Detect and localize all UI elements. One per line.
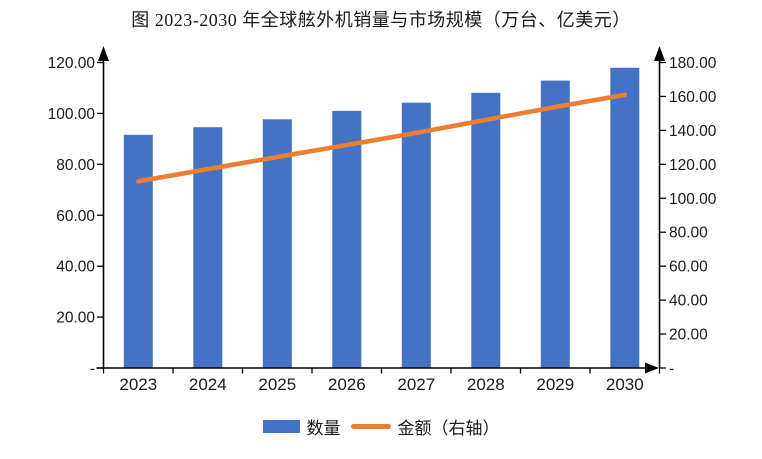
left-axis-tick-label: 100.00: [48, 106, 96, 123]
x-axis-label-2030: 2030: [606, 375, 644, 394]
right-axis-tick-label: -: [669, 361, 674, 378]
x-axis-arrow-icon: [645, 362, 659, 374]
amount-line: [136, 92, 628, 184]
left-axis-tick-label: 120.00: [48, 55, 96, 72]
bar-2026: [332, 110, 362, 369]
bar-2029: [540, 80, 570, 368]
x-axis-label-2026: 2026: [328, 375, 366, 394]
right-axis-tick-label: 120.00: [669, 157, 717, 174]
legend-bar-swatch: [262, 420, 300, 433]
right-axis-arrow-icon: [654, 46, 665, 61]
legend-label-quantity: 数量: [306, 419, 341, 438]
x-axis-label-2029: 2029: [536, 375, 574, 394]
left-axis-tick-label: 80.00: [56, 157, 95, 174]
legend: 数量 金额（右轴）: [0, 414, 762, 439]
left-axis-tick-label: 60.00: [56, 208, 95, 225]
right-axis-tick-label: 20.00: [669, 327, 708, 344]
left-axis-arrow-icon: [98, 46, 109, 61]
left-axis-tick-label: 40.00: [56, 259, 95, 276]
right-axis-tick-label: 80.00: [669, 225, 708, 242]
x-axis-label-2023: 2023: [119, 375, 157, 394]
right-axis-tick-label: 40.00: [669, 293, 708, 310]
bar-2030: [610, 67, 640, 369]
right-axis-tick-label: 60.00: [669, 259, 708, 276]
legend-label-amount: 金额（右轴）: [397, 419, 500, 438]
bar-2023: [123, 134, 153, 368]
x-axis-label-2024: 2024: [189, 375, 227, 394]
left-axis-tick-label: 20.00: [56, 310, 95, 327]
legend-item-amount: 金额（右轴）: [350, 414, 500, 439]
chart-title: 图 2023-2030 年全球舷外机销量与市场规模（万台、亿美元）: [131, 10, 631, 30]
bar-2028: [471, 92, 501, 369]
legend-line-swatch: [350, 424, 391, 429]
right-axis-tick-label: 100.00: [669, 191, 717, 208]
x-axis-label-2025: 2025: [258, 375, 296, 394]
right-axis-tick-label: 180.00: [669, 55, 717, 72]
bar-2027: [401, 102, 431, 368]
legend-item-quantity: 数量: [262, 414, 341, 439]
x-axis-label-2028: 2028: [467, 375, 505, 394]
right-axis-tick-label: 140.00: [669, 123, 717, 140]
left-axis-tick-label: -: [90, 361, 95, 378]
x-axis-label-2027: 2027: [397, 375, 435, 394]
right-axis-tick-label: 160.00: [669, 89, 717, 106]
bar-2024: [193, 127, 223, 368]
